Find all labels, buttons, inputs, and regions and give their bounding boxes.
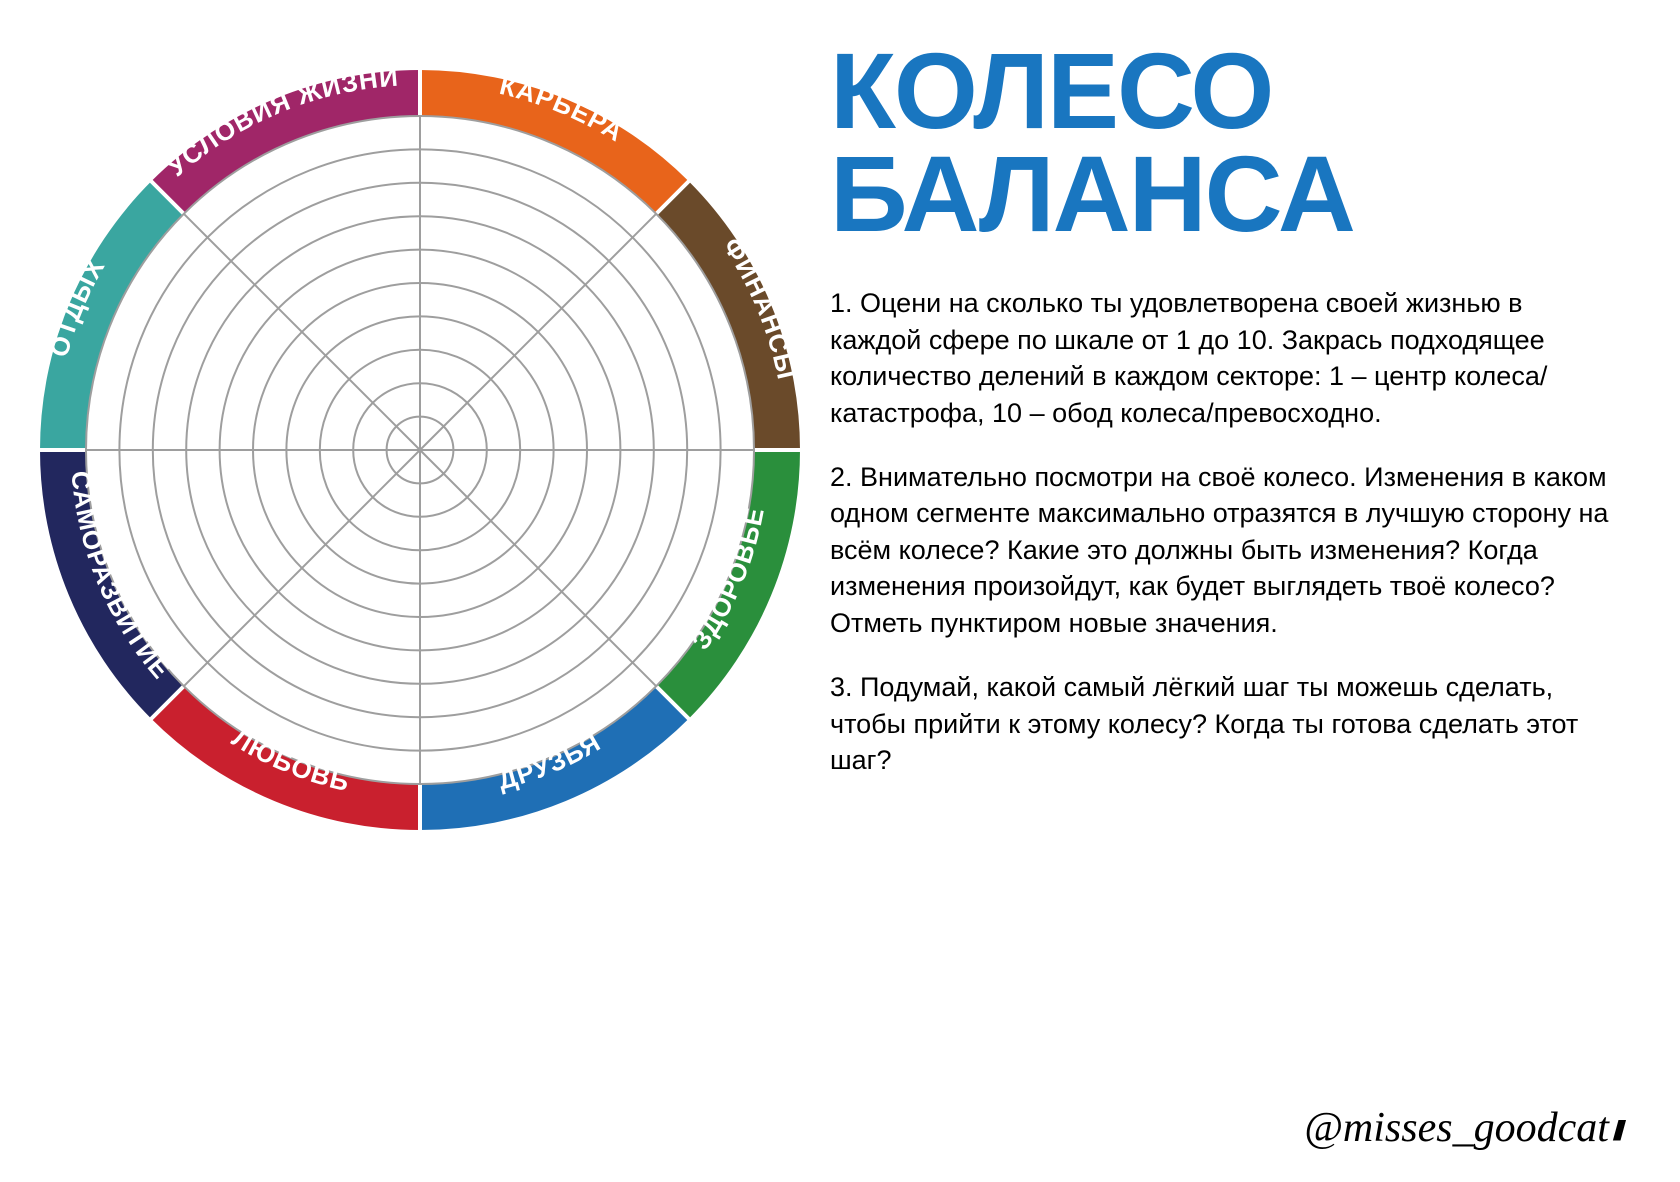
text-panel: КОЛЕСО БАЛАНСА 1. Оцени на сколько ты уд…: [820, 0, 1680, 1182]
page-title: КОЛЕСО БАЛАНСА: [830, 40, 1620, 245]
instruction-3: 3. Подумай, какой самый лёгкий шаг ты мо…: [830, 669, 1620, 778]
balance-wheel-diagram: КАРЬЕРАФИНАНСЫЗДОРОВЬЕДРУЗЬЯЛЮБОВЬСАМОРА…: [30, 60, 810, 840]
instruction-1: 1. Оцени на сколько ты удовлетворена сво…: [830, 285, 1620, 431]
signature: @misses_goodcat: [1304, 1104, 1620, 1152]
wheel-panel: КАРЬЕРАФИНАНСЫЗДОРОВЬЕДРУЗЬЯЛЮБОВЬСАМОРА…: [0, 0, 820, 1182]
instructions-block: 1. Оцени на сколько ты удовлетворена сво…: [830, 285, 1620, 778]
instruction-2: 2. Внимательно посмотри на своё колесо. …: [830, 459, 1620, 641]
title-line-2: БАЛАНСА: [830, 133, 1354, 254]
